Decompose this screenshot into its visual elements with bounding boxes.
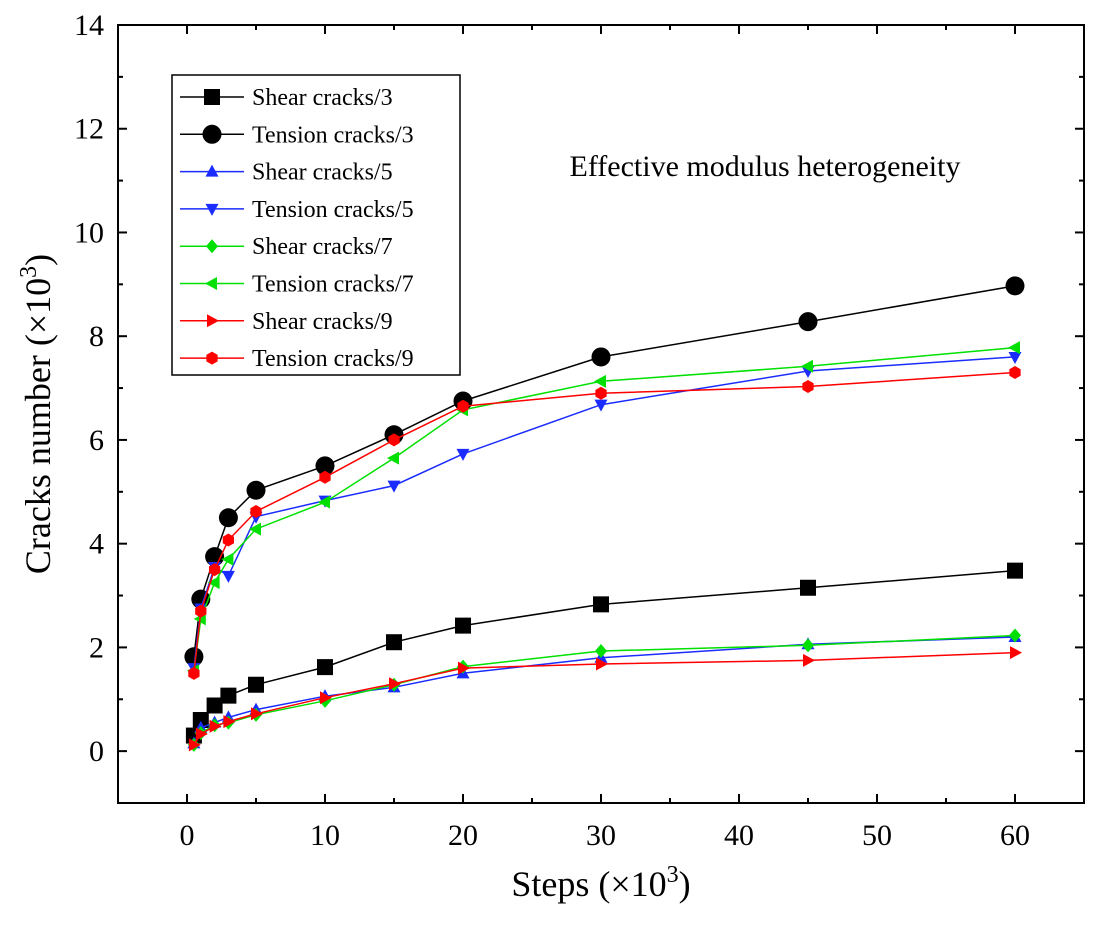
legend-label-2: Shear cracks/5 (252, 160, 393, 186)
y-tick-label-4: 8 (89, 320, 104, 353)
x-tick-label-2: 20 (448, 819, 478, 852)
chart-annotation: Effective modulus heterogeneity (570, 150, 961, 183)
y-tick-label-6: 12 (74, 113, 104, 146)
y-tick-label-1: 2 (89, 631, 104, 664)
series-4 (188, 628, 1021, 751)
data-point-1-10 (1006, 276, 1025, 295)
x-tick-label-3: 30 (586, 819, 616, 852)
data-point-6-10 (1010, 646, 1022, 659)
data-point-0-9 (800, 580, 816, 596)
data-point-7-8 (595, 387, 606, 400)
data-point-1-3 (219, 508, 238, 527)
legend-marker-0 (204, 89, 220, 105)
y-axis-title: Cracks number (×103) (16, 254, 58, 574)
data-point-0-7 (455, 618, 471, 634)
x-tick-label-5: 50 (862, 819, 892, 852)
y-tick-label-2: 4 (89, 528, 104, 561)
legend-label-3: Tension cracks/5 (252, 197, 414, 223)
y-tick-label-0: 0 (89, 735, 104, 768)
legend-label-0: Shear cracks/3 (252, 85, 393, 111)
series-line-7 (194, 373, 1015, 674)
legend-marker-1 (203, 125, 222, 144)
chart: 0 10 20 30 40 50 60 0 2 4 6 8 10 12 14 Shear cracks/3 T… (0, 0, 1098, 926)
y-tick-label-7: 14 (74, 9, 104, 42)
data-point-1-8 (592, 347, 611, 366)
data-point-5-6 (387, 452, 399, 465)
y-tick-label-5: 10 (74, 216, 104, 249)
data-point-0-4 (248, 677, 264, 693)
legend-label-5: Tension cracks/7 (252, 272, 414, 298)
data-point-6-9 (803, 654, 815, 667)
y-tick-label-3: 6 (89, 424, 104, 457)
data-point-5-8 (594, 375, 606, 388)
data-point-0-10 (1007, 563, 1023, 579)
x-tick-label-4: 40 (724, 819, 754, 852)
series-7 (188, 366, 1020, 680)
legend-label-1: Tension cracks/3 (252, 122, 414, 148)
legend-label-4: Shear cracks/7 (252, 234, 393, 260)
x-axis-title: Steps (×103) (511, 862, 690, 904)
data-point-0-6 (386, 634, 402, 650)
series-3 (187, 352, 1021, 675)
data-point-4-8 (595, 644, 607, 658)
x-tick-label-0: 0 (180, 819, 195, 852)
data-point-1-9 (799, 312, 818, 331)
data-point-0-3 (220, 688, 236, 704)
data-point-1-4 (247, 481, 266, 500)
x-tick-label-1: 10 (310, 819, 340, 852)
data-point-7-9 (802, 380, 813, 393)
legend: Shear cracks/3 Tension cracks/3 Shear crac… (172, 75, 460, 375)
legend-label-6: Shear cracks/9 (252, 309, 393, 335)
data-point-0-5 (317, 659, 333, 675)
data-point-3-3 (222, 571, 235, 583)
data-point-3-7 (457, 449, 470, 461)
data-point-7-10 (1009, 366, 1020, 379)
x-tick-label-6: 60 (1000, 819, 1030, 852)
data-point-0-8 (593, 596, 609, 612)
data-point-0-2 (207, 697, 223, 713)
series-2 (187, 630, 1021, 748)
legend-label-7: Tension cracks/9 (252, 346, 414, 372)
data-point-4-9 (802, 638, 814, 652)
